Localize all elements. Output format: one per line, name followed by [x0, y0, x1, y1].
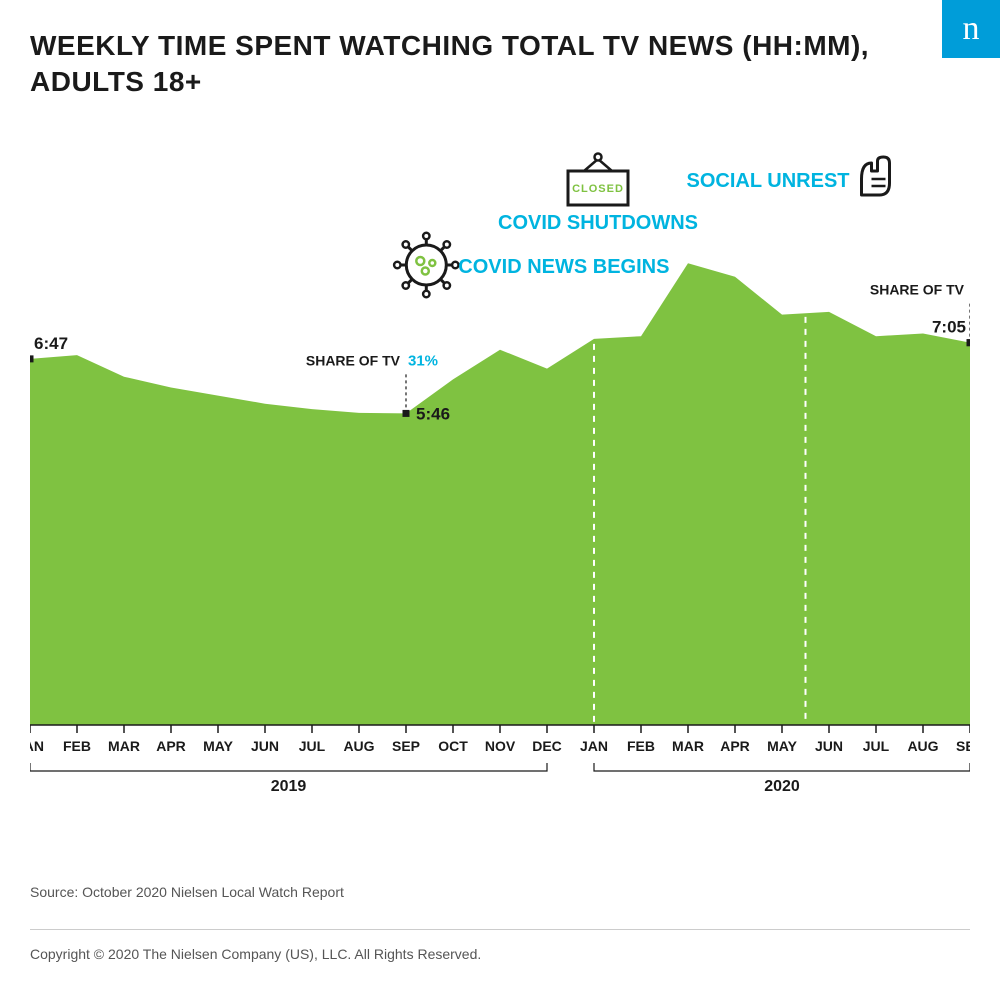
- month-label: SEP: [392, 738, 420, 754]
- month-label: FEB: [63, 738, 91, 754]
- month-label: MAR: [672, 738, 704, 754]
- month-label: JUN: [251, 738, 279, 754]
- month-label: JUN: [815, 738, 843, 754]
- area-fill: [30, 263, 970, 725]
- svg-text:5:46: 5:46: [416, 404, 450, 423]
- month-label: MAR: [108, 738, 140, 754]
- title-line-2: ADULTS 18+: [30, 66, 202, 97]
- month-label: FEB: [627, 738, 655, 754]
- chart-title: WEEKLY TIME SPENT WATCHING TOTAL TV NEWS…: [30, 28, 869, 101]
- month-label: APR: [720, 738, 750, 754]
- month-label: NOV: [485, 738, 516, 754]
- month-label: AUG: [907, 738, 938, 754]
- logo-letter: n: [963, 10, 980, 48]
- svg-text:2020: 2020: [764, 778, 800, 795]
- virus-icon: [394, 233, 458, 297]
- footer-copyright: Copyright © 2020 The Nielsen Company (US…: [30, 946, 481, 962]
- month-label: JAN: [30, 738, 44, 754]
- month-label: APR: [156, 738, 186, 754]
- month-label: MAY: [767, 738, 797, 754]
- svg-text:2019: 2019: [271, 778, 307, 795]
- svg-text:31%: 31%: [408, 352, 438, 369]
- svg-text:6:47: 6:47: [34, 334, 68, 353]
- title-line-1: WEEKLY TIME SPENT WATCHING TOTAL TV NEWS…: [30, 30, 869, 61]
- svg-text:COVID SHUTDOWNS: COVID SHUTDOWNS: [498, 212, 698, 234]
- area-chart: JAN FEB MAR APR MAY JUN JUL AUG SEP OCT NOV DEC JAN F…: [30, 145, 970, 825]
- svg-text:SHARE OF TV: SHARE OF TV: [870, 282, 965, 298]
- month-label: JUL: [863, 738, 890, 754]
- month-label: DEC: [532, 738, 562, 754]
- footer-source: Source: October 2020 Nielsen Local Watch…: [30, 884, 344, 900]
- fist-icon: [862, 157, 890, 195]
- month-label: OCT: [438, 738, 468, 754]
- month-label: JAN: [580, 738, 608, 754]
- svg-text:SOCIAL UNREST: SOCIAL UNREST: [687, 170, 850, 192]
- nielsen-logo: n: [942, 0, 1000, 58]
- footer-divider: [30, 929, 970, 930]
- svg-text:SHARE OF TV: SHARE OF TV: [306, 352, 401, 368]
- month-label: JUL: [299, 738, 326, 754]
- svg-text:COVID NEWS BEGINS: COVID NEWS BEGINS: [458, 256, 669, 278]
- month-label: MAY: [203, 738, 233, 754]
- svg-text:7:05: 7:05: [932, 318, 966, 337]
- closed-sign-icon: CLOSED: [568, 154, 628, 206]
- month-label: SEP: [956, 738, 970, 754]
- month-label: AUG: [343, 738, 374, 754]
- svg-text:CLOSED: CLOSED: [572, 183, 624, 195]
